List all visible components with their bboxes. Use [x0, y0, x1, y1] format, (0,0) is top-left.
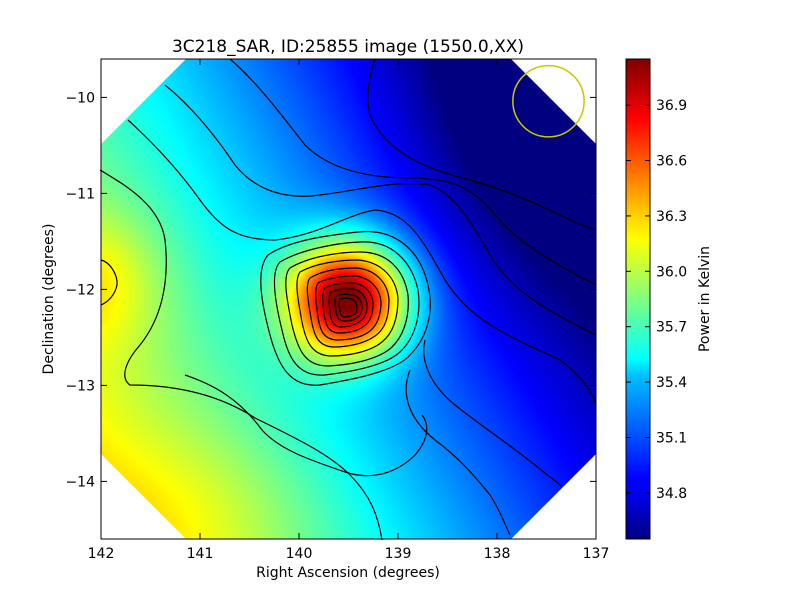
contour-lines: [99, 58, 597, 541]
colorbar-tick-label: 35.4: [656, 375, 687, 391]
chart-title: 3C218_SAR, ID:25855 image (1550.0,XX): [172, 37, 524, 57]
colorbar-tick-label: 35.7: [656, 320, 687, 336]
contour-line: [164, 84, 597, 336]
y-tick-label: −10: [65, 90, 95, 106]
colorbar-ticks: 34.8 35.1 35.4 35.7 36.0 36.3 36.6 36.9: [626, 98, 687, 502]
contour-line: [127, 119, 597, 406]
colorbar-tick-label: 36.3: [656, 209, 687, 225]
contour-line: [367, 58, 597, 231]
colorbar-tick-label: 36.9: [656, 98, 687, 114]
colorbar-tick-label: 34.8: [656, 486, 687, 502]
x-axis-label: Right Ascension (degrees): [256, 565, 440, 581]
y-tick-label: −13: [65, 378, 95, 394]
colorbar: 34.8 35.1 35.4 35.7 36.0 36.3 36.6 36.9 Power i…: [625, 58, 713, 540]
contour-line: [338, 297, 358, 318]
contour-line: [315, 275, 382, 341]
x-tick-label: 141: [187, 546, 214, 562]
x-axis: 142 141 140 139 138 137: [88, 59, 610, 562]
y-axis: −10 −11 −12 −13 −14: [65, 90, 596, 490]
contour-line: [184, 374, 428, 477]
contour-line: [273, 241, 420, 376]
colorbar-label: Power in Kelvin: [697, 246, 713, 352]
colorbar-tick-label: 35.1: [656, 430, 687, 446]
contour-line: [322, 282, 374, 334]
colorbar-tick-label: 36.0: [656, 264, 687, 280]
y-tick-label: −11: [65, 186, 95, 202]
y-tick-label: −14: [65, 474, 95, 490]
contour-line: [405, 369, 511, 536]
contour-line: [285, 251, 409, 367]
contour-line: [423, 339, 563, 488]
y-axis-label: Declination (degrees): [41, 224, 57, 375]
contour-line: [100, 259, 118, 306]
contour-line: [306, 267, 390, 348]
x-tick-label: 139: [385, 546, 412, 562]
x-tick-label: 142: [88, 546, 115, 562]
contour-line: [229, 58, 597, 286]
colorbar-tick-label: 36.6: [656, 154, 687, 170]
y-tick-label: −12: [65, 282, 95, 298]
contour-line: [260, 230, 431, 386]
colorbar-gradient: [625, 58, 651, 540]
x-tick-label: 140: [286, 546, 313, 562]
contour-line: [328, 288, 368, 328]
contour-line: [296, 259, 399, 357]
x-tick-label: 138: [484, 546, 511, 562]
plot-frame: [100, 58, 597, 540]
heatmap-area: [99, 58, 597, 541]
contour-line: [334, 293, 363, 322]
x-tick-label: 137: [583, 546, 610, 562]
beam-circle: [512, 64, 585, 138]
